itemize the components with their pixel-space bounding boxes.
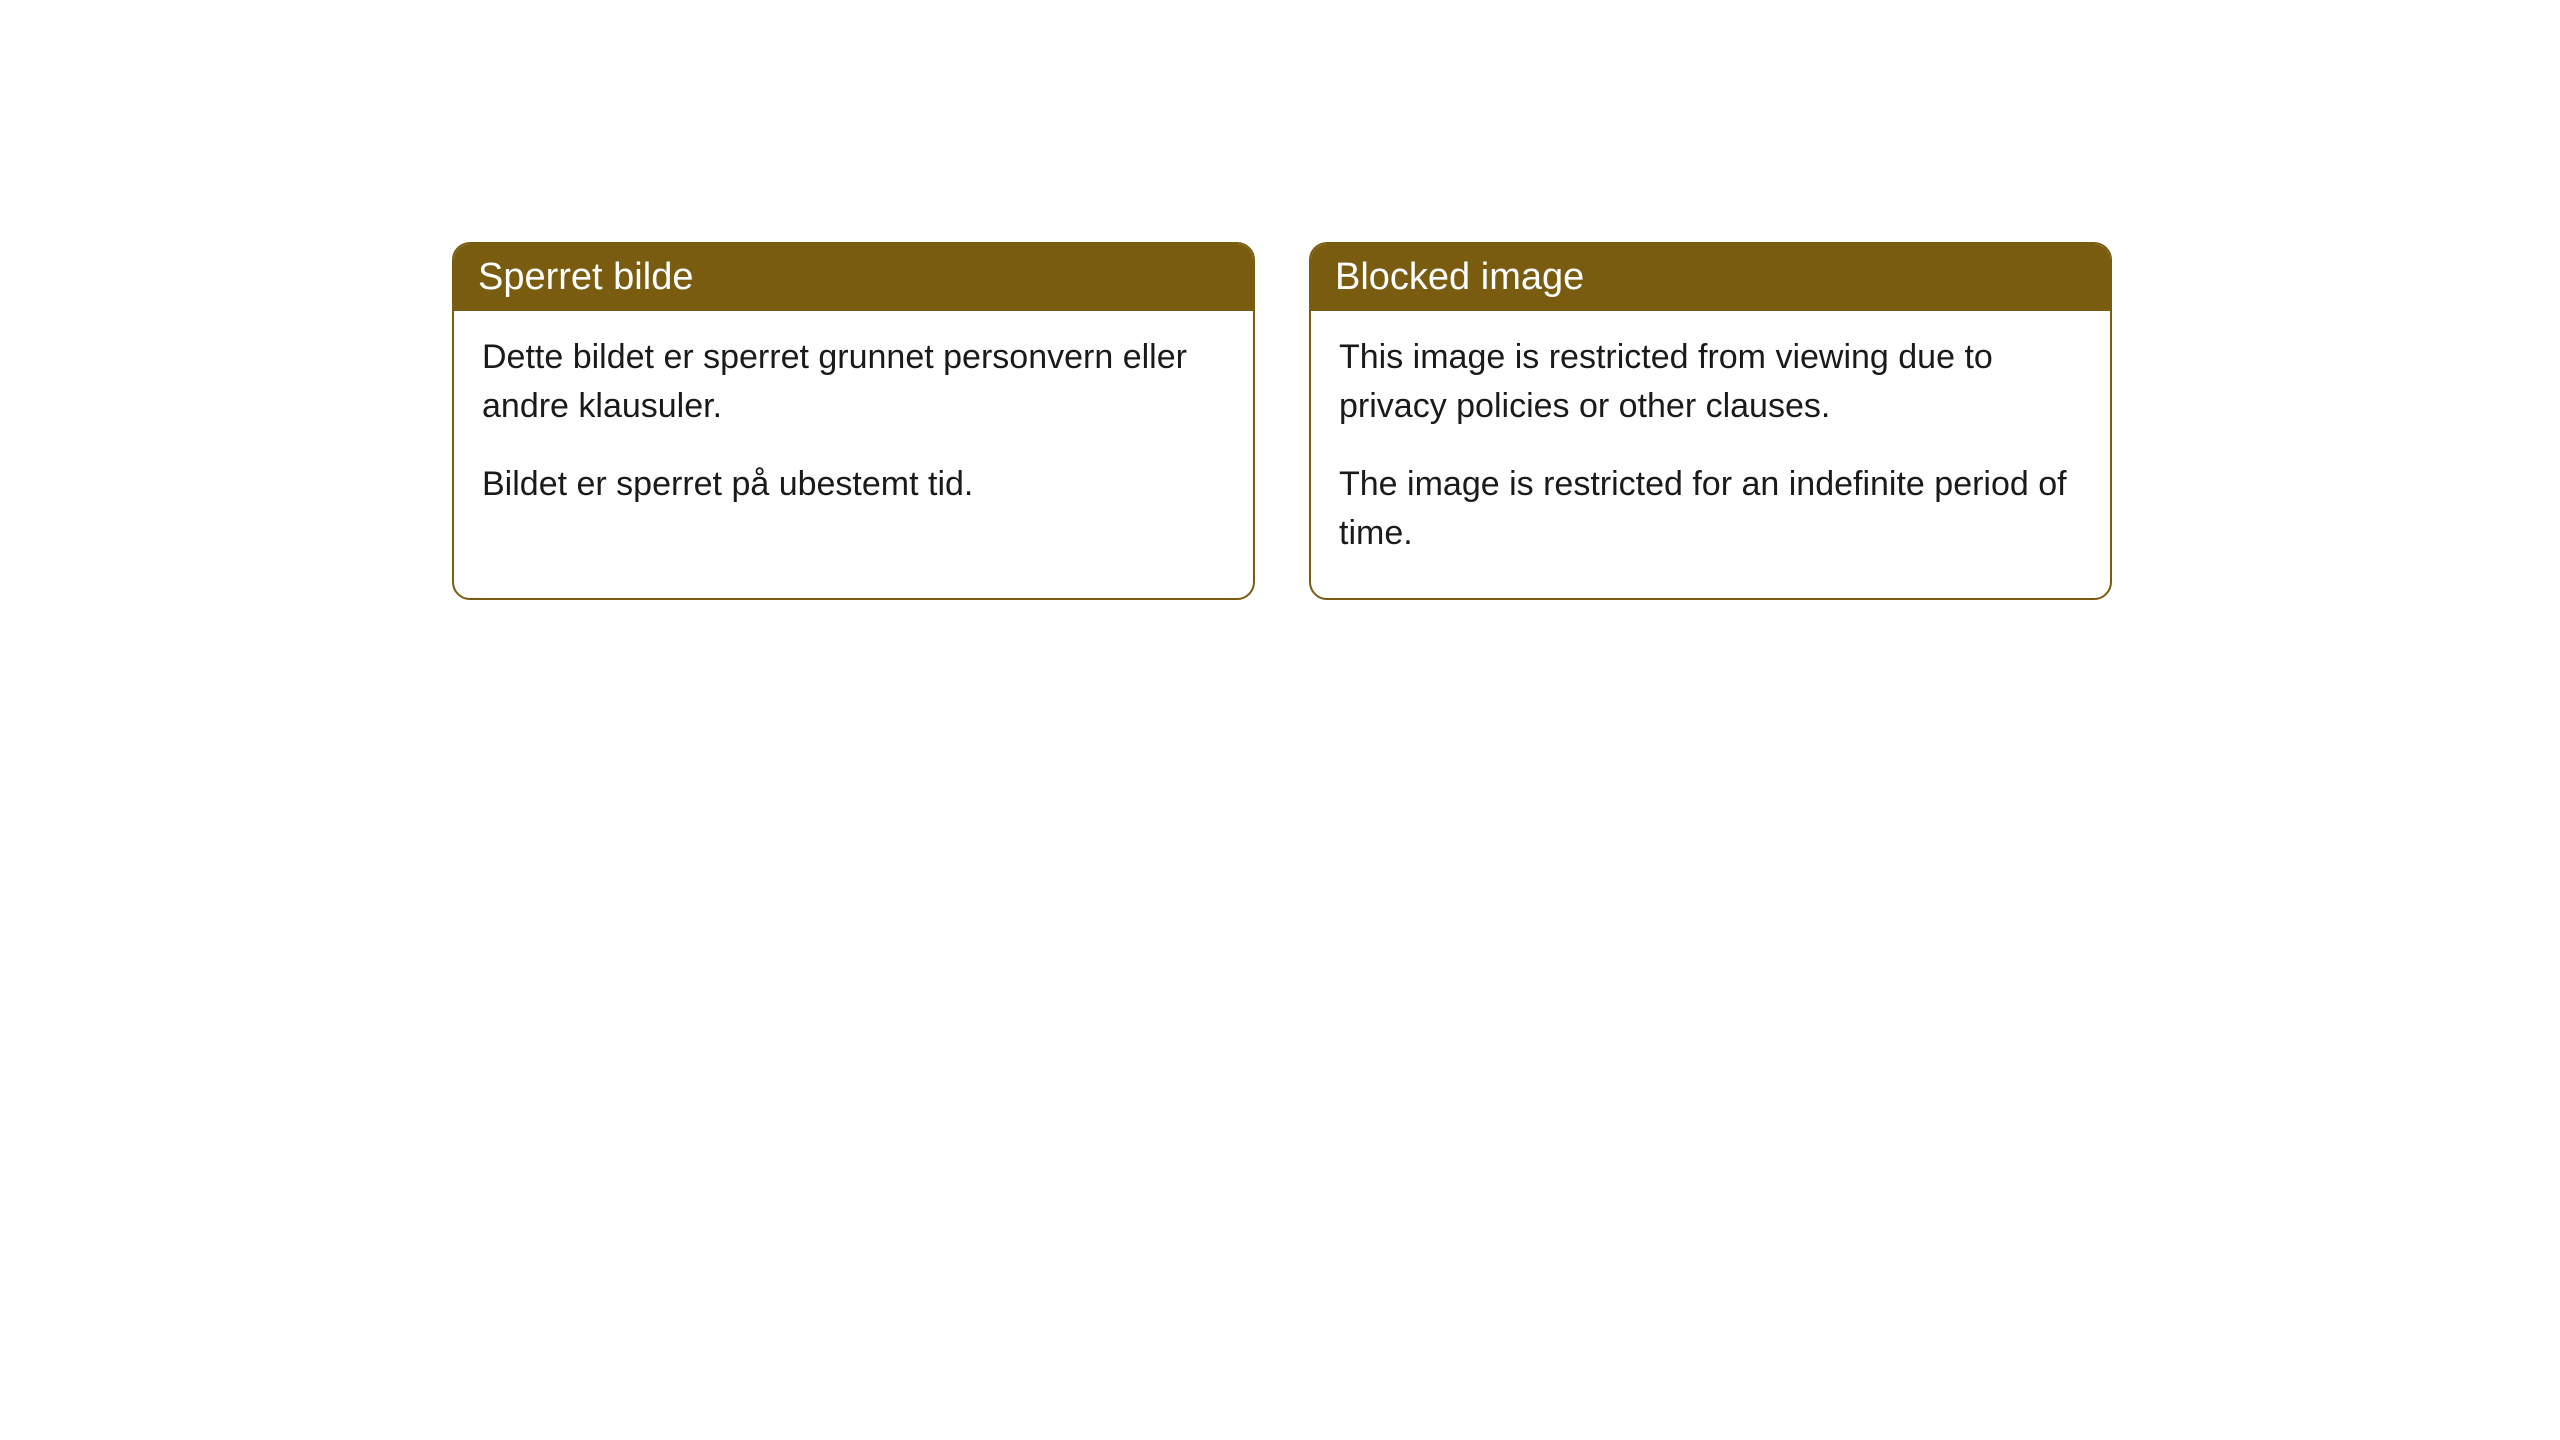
card-paragraph: The image is restricted for an indefinit…	[1339, 460, 2082, 559]
card-header-norwegian: Sperret bilde	[454, 244, 1253, 311]
notice-card-norwegian: Sperret bilde Dette bildet er sperret gr…	[452, 242, 1255, 600]
card-body-norwegian: Dette bildet er sperret grunnet personve…	[454, 311, 1253, 549]
card-body-english: This image is restricted from viewing du…	[1311, 311, 2110, 598]
card-paragraph: Dette bildet er sperret grunnet personve…	[482, 333, 1225, 432]
card-title: Sperret bilde	[478, 256, 693, 298]
notice-cards-container: Sperret bilde Dette bildet er sperret gr…	[452, 242, 2112, 600]
card-header-english: Blocked image	[1311, 244, 2110, 311]
card-title: Blocked image	[1335, 256, 1584, 298]
card-paragraph: Bildet er sperret på ubestemt tid.	[482, 460, 1225, 509]
notice-card-english: Blocked image This image is restricted f…	[1309, 242, 2112, 600]
card-paragraph: This image is restricted from viewing du…	[1339, 333, 2082, 432]
